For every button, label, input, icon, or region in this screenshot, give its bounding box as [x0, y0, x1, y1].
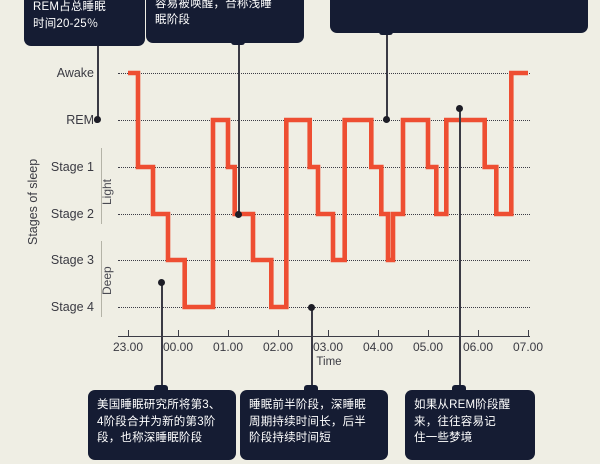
x-tick-label-0600: 06.00	[462, 340, 494, 354]
callout-light-sleep-line-3: 眠阶段	[155, 14, 191, 26]
callout-deep-cycle-length-line-2: 周期持续时间长，后半	[249, 415, 366, 428]
callout-deep-sleep-merge-line-1: 美国睡眠研究所将第3、	[97, 399, 221, 411]
callout-rem-share-line-2: 时间20-25％	[33, 17, 99, 30]
x-tick-0300	[328, 330, 330, 337]
callout-rem-dreams-line-1: 如果从REM阶段醒	[414, 399, 511, 411]
leader-dot-rem-share	[94, 116, 101, 123]
leader-stem-rem-share	[97, 38, 99, 121]
leader-dot-rem-duration	[383, 116, 390, 123]
leader-dot-deep-sleep-merge	[158, 279, 165, 286]
callout-rem-dreams-line-3: 住一些梦境	[414, 432, 473, 444]
x-tick-2300	[128, 330, 130, 337]
y-tick-label-awake: Awake	[56, 66, 94, 80]
callout-rem-duration-line-2: REM睡眠时间短，后半阶段延长	[339, 0, 579, 1]
y-tick-label-rem: REM	[66, 113, 94, 127]
x-tick-label-0500: 05.00	[412, 340, 444, 354]
gridline-rem	[118, 120, 530, 121]
callout-rem-share[interactable]: REM占总睡眠 时间20-25％	[24, 0, 145, 46]
bracket-line-light	[101, 148, 103, 224]
gridline-stage-1	[118, 167, 530, 168]
x-tick-0400	[378, 330, 380, 337]
x-tick-label-0400: 04.00	[362, 340, 394, 354]
x-tick-0500	[428, 330, 430, 337]
gridline-stage-3	[118, 260, 530, 261]
leader-stem-rem-dreams	[459, 108, 461, 390]
y-tick-label-stage-4: Stage 4	[50, 300, 94, 314]
callout-rem-share-line-1: REM占总睡眠	[33, 1, 106, 13]
leader-stem-light-sleep	[238, 44, 240, 215]
leader-dot-deep-cycle-length	[308, 304, 315, 311]
leader-stem-rem-duration	[386, 32, 388, 121]
x-tick-label-0100: 01.00	[212, 340, 244, 354]
callout-deep-sleep-merge-line-2: 4阶段合并为新的第3阶	[97, 415, 216, 428]
leader-dot-rem-dreams	[456, 105, 463, 112]
callout-notch-deep-cycle-length	[304, 385, 318, 393]
leader-stem-deep-sleep-merge	[161, 282, 163, 390]
callout-deep-cycle-length[interactable]: 睡眠前半阶段，深睡眠 周期持续时间长，后半 阶段持续时间短	[240, 390, 388, 460]
callout-deep-cycle-length-line-3: 阶段持续时间短	[249, 432, 331, 444]
x-axis-title: Time	[316, 356, 342, 368]
x-tick-label-0000: 00.00	[162, 340, 194, 354]
bracket-line-deep	[101, 241, 103, 317]
callout-rem-duration[interactable]: 睡眠前半阶段，浅睡眠，尤其是 REM睡眠时间短，后半阶段延长	[330, 0, 588, 33]
callout-notch-deep-sleep-merge	[154, 385, 168, 393]
x-tick-0000	[178, 330, 180, 337]
x-tick-label-0700: 07.00	[512, 340, 544, 354]
leader-dot-light-sleep	[235, 211, 242, 218]
callout-rem-dreams-line-2: 来，往往容易记	[414, 415, 496, 428]
x-tick-0200	[278, 330, 280, 337]
y-tick-label-stage-2: Stage 2	[50, 207, 94, 221]
x-axis-line	[118, 336, 530, 337]
x-tick-label-0200: 02.00	[262, 340, 294, 354]
y-tick-label-stage-3: Stage 3	[50, 253, 94, 267]
x-tick-label-2300: 23.00	[112, 340, 144, 354]
x-tick-0700	[528, 330, 530, 337]
callout-light-sleep[interactable]: 第1、2阶段睡眠较浅， 容易被唤醒，合称浅睡 眠阶段	[146, 0, 304, 43]
x-tick-0600	[478, 330, 480, 337]
callout-notch-rem-dreams	[452, 385, 466, 393]
callout-deep-sleep-merge[interactable]: 美国睡眠研究所将第3、 4阶段合并为新的第3阶 段，也称深睡眠阶段	[88, 390, 236, 460]
callout-deep-cycle-length-line-1: 睡眠前半阶段，深睡眠	[249, 399, 366, 411]
callout-light-sleep-line-2: 容易被唤醒，合称浅睡	[155, 0, 272, 10]
gridline-awake	[118, 73, 530, 74]
leader-stem-deep-cycle-length	[311, 307, 313, 390]
x-tick-label-0300: 03.00	[312, 340, 344, 354]
callout-rem-dreams[interactable]: 如果从REM阶段醒 来，往往容易记 住一些梦境	[405, 390, 535, 460]
gridline-stage-4	[118, 307, 530, 308]
y-tick-label-stage-1: Stage 1	[50, 160, 94, 174]
x-tick-0100	[228, 330, 230, 337]
callout-deep-sleep-merge-line-3: 段，也称深睡眠阶段	[97, 432, 203, 444]
